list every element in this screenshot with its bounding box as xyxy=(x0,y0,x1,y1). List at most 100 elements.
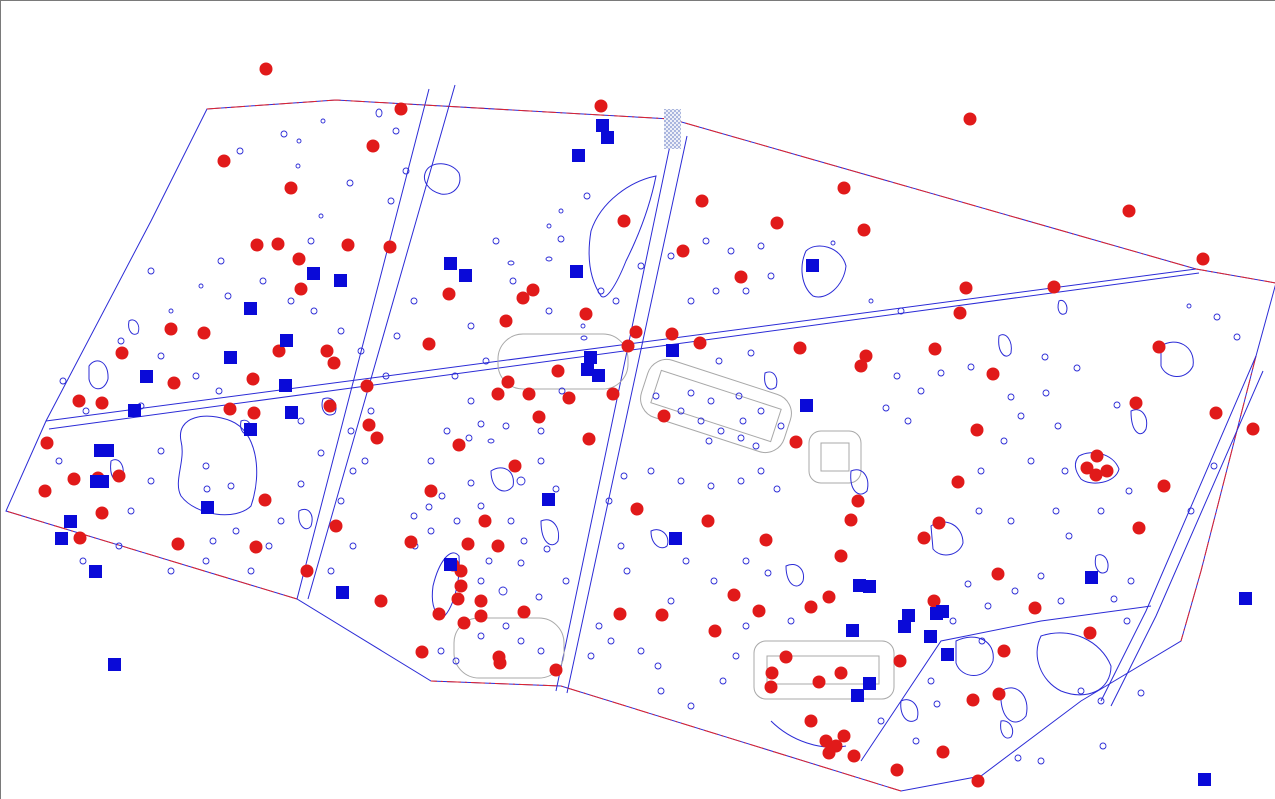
red-circle-marker-icon[interactable] xyxy=(171,537,185,551)
red-circle-marker-icon[interactable] xyxy=(837,181,851,195)
blue-square-marker-icon[interactable] xyxy=(128,404,141,417)
blue-square-marker-icon[interactable] xyxy=(863,580,876,593)
red-circle-marker-icon[interactable] xyxy=(819,734,833,748)
red-circle-marker-icon[interactable] xyxy=(1209,406,1223,420)
blue-square-marker-icon[interactable] xyxy=(280,334,293,347)
red-circle-marker-icon[interactable] xyxy=(630,502,644,516)
red-circle-marker-icon[interactable] xyxy=(708,624,722,638)
red-circle-marker-icon[interactable] xyxy=(461,537,475,551)
red-circle-marker-icon[interactable] xyxy=(272,344,286,358)
red-circle-marker-icon[interactable] xyxy=(442,287,456,301)
red-circle-marker-icon[interactable] xyxy=(250,238,264,252)
red-circle-marker-icon[interactable] xyxy=(959,281,973,295)
red-circle-marker-icon[interactable] xyxy=(1157,479,1171,493)
blue-square-marker-icon[interactable] xyxy=(853,579,866,592)
red-circle-marker-icon[interactable] xyxy=(432,607,446,621)
red-circle-marker-icon[interactable] xyxy=(629,325,643,339)
red-circle-marker-icon[interactable] xyxy=(300,564,314,578)
red-circle-marker-icon[interactable] xyxy=(374,594,388,608)
red-circle-marker-icon[interactable] xyxy=(676,244,690,258)
red-circle-marker-icon[interactable] xyxy=(95,396,109,410)
red-circle-marker-icon[interactable] xyxy=(966,693,980,707)
red-circle-marker-icon[interactable] xyxy=(522,387,536,401)
red-circle-marker-icon[interactable] xyxy=(362,418,376,432)
red-circle-marker-icon[interactable] xyxy=(701,514,715,528)
red-circle-marker-icon[interactable] xyxy=(822,590,836,604)
red-circle-marker-icon[interactable] xyxy=(834,666,848,680)
red-circle-marker-icon[interactable] xyxy=(394,102,408,116)
blue-square-marker-icon[interactable] xyxy=(572,149,585,162)
red-circle-marker-icon[interactable] xyxy=(970,423,984,437)
red-circle-marker-icon[interactable] xyxy=(613,607,627,621)
red-circle-marker-icon[interactable] xyxy=(551,364,565,378)
red-circle-marker-icon[interactable] xyxy=(804,600,818,614)
blue-square-marker-icon[interactable] xyxy=(584,351,597,364)
red-circle-marker-icon[interactable] xyxy=(327,356,341,370)
red-circle-marker-icon[interactable] xyxy=(1196,252,1210,266)
red-circle-marker-icon[interactable] xyxy=(857,223,871,237)
blue-square-marker-icon[interactable] xyxy=(601,131,614,144)
red-circle-marker-icon[interactable] xyxy=(164,322,178,336)
blue-square-marker-icon[interactable] xyxy=(55,532,68,545)
red-circle-marker-icon[interactable] xyxy=(491,539,505,553)
red-circle-marker-icon[interactable] xyxy=(366,139,380,153)
blue-square-marker-icon[interactable] xyxy=(444,257,457,270)
red-circle-marker-icon[interactable] xyxy=(478,514,492,528)
red-circle-marker-icon[interactable] xyxy=(454,564,468,578)
red-circle-marker-icon[interactable] xyxy=(594,99,608,113)
red-circle-marker-icon[interactable] xyxy=(38,484,52,498)
blue-square-marker-icon[interactable] xyxy=(307,267,320,280)
red-circle-marker-icon[interactable] xyxy=(516,291,530,305)
red-circle-marker-icon[interactable] xyxy=(890,763,904,777)
red-circle-marker-icon[interactable] xyxy=(271,237,285,251)
red-circle-marker-icon[interactable] xyxy=(451,592,465,606)
red-circle-marker-icon[interactable] xyxy=(847,749,861,763)
red-circle-marker-icon[interactable] xyxy=(72,394,86,408)
blue-square-marker-icon[interactable] xyxy=(902,609,915,622)
red-circle-marker-icon[interactable] xyxy=(532,410,546,424)
blue-square-marker-icon[interactable] xyxy=(596,119,609,132)
blue-square-marker-icon[interactable] xyxy=(924,630,937,643)
red-circle-marker-icon[interactable] xyxy=(734,270,748,284)
red-circle-marker-icon[interactable] xyxy=(1132,521,1146,535)
red-circle-marker-icon[interactable] xyxy=(294,282,308,296)
red-circle-marker-icon[interactable] xyxy=(526,283,540,297)
blue-square-marker-icon[interactable] xyxy=(936,605,949,618)
blue-square-marker-icon[interactable] xyxy=(459,269,472,282)
red-circle-marker-icon[interactable] xyxy=(854,359,868,373)
red-circle-marker-icon[interactable] xyxy=(953,306,967,320)
red-circle-marker-icon[interactable] xyxy=(1100,464,1114,478)
red-circle-marker-icon[interactable] xyxy=(457,616,471,630)
blue-square-marker-icon[interactable] xyxy=(592,369,605,382)
red-circle-marker-icon[interactable] xyxy=(991,567,1005,581)
red-circle-marker-icon[interactable] xyxy=(223,402,237,416)
red-circle-marker-icon[interactable] xyxy=(1246,422,1260,436)
red-circle-marker-icon[interactable] xyxy=(320,344,334,358)
blue-square-marker-icon[interactable] xyxy=(224,351,237,364)
red-circle-marker-icon[interactable] xyxy=(1129,396,1143,410)
red-circle-marker-icon[interactable] xyxy=(474,609,488,623)
blue-square-marker-icon[interactable] xyxy=(666,344,679,357)
red-circle-marker-icon[interactable] xyxy=(770,216,784,230)
red-circle-marker-icon[interactable] xyxy=(499,314,513,328)
red-circle-marker-icon[interactable] xyxy=(167,376,181,390)
red-circle-marker-icon[interactable] xyxy=(415,645,429,659)
red-circle-marker-icon[interactable] xyxy=(95,506,109,520)
blue-square-marker-icon[interactable] xyxy=(444,558,457,571)
red-circle-marker-icon[interactable] xyxy=(491,387,505,401)
blue-square-marker-icon[interactable] xyxy=(1085,571,1098,584)
red-circle-marker-icon[interactable] xyxy=(834,549,848,563)
blue-square-marker-icon[interactable] xyxy=(846,624,859,637)
red-circle-marker-icon[interactable] xyxy=(259,62,273,76)
blue-square-marker-icon[interactable] xyxy=(279,379,292,392)
red-circle-marker-icon[interactable] xyxy=(844,513,858,527)
red-circle-marker-icon[interactable] xyxy=(695,194,709,208)
red-circle-marker-icon[interactable] xyxy=(793,341,807,355)
red-circle-marker-icon[interactable] xyxy=(963,112,977,126)
blue-square-marker-icon[interactable] xyxy=(244,423,257,436)
red-circle-marker-icon[interactable] xyxy=(341,238,355,252)
red-circle-marker-icon[interactable] xyxy=(986,367,1000,381)
blue-square-marker-icon[interactable] xyxy=(334,274,347,287)
red-circle-marker-icon[interactable] xyxy=(579,307,593,321)
blue-square-marker-icon[interactable] xyxy=(108,658,121,671)
